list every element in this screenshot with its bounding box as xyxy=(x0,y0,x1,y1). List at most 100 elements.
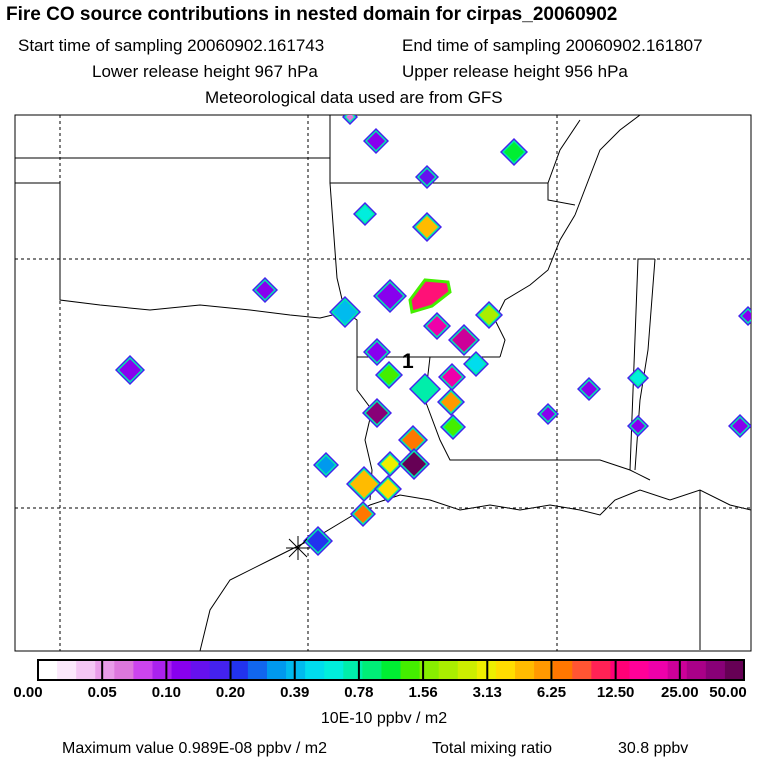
upper-release-height: Upper release height 956 hPa xyxy=(402,62,628,81)
colorbar-swatch xyxy=(515,660,535,680)
colorbar-swatch xyxy=(38,660,58,680)
colorbar-swatch xyxy=(553,660,573,680)
colorbar-swatch xyxy=(381,660,402,680)
fire-source xyxy=(631,371,645,385)
fire-source xyxy=(366,402,388,424)
fire-source xyxy=(357,206,373,222)
fire-source xyxy=(732,418,748,434)
receptor-label: 1 xyxy=(402,350,414,373)
colorbar-tick-label: 0.05 xyxy=(87,684,117,701)
fire-source xyxy=(427,316,447,336)
fire-source xyxy=(367,342,387,362)
colorbar-swatch xyxy=(724,660,745,680)
fire-sources xyxy=(115,115,751,556)
fire-source xyxy=(350,470,378,498)
colorbar-swatch xyxy=(266,660,287,680)
colorbar-swatch xyxy=(572,660,592,680)
colorbar-swatch xyxy=(705,660,726,680)
fire-source xyxy=(444,418,462,436)
colorbar-swatch xyxy=(57,660,77,680)
fire-source xyxy=(381,455,399,473)
colorbar-swatch xyxy=(667,660,688,680)
fire-source xyxy=(367,132,385,150)
colorbar-tick-label: 6.25 xyxy=(536,684,567,701)
colorbar-swatch xyxy=(324,660,344,680)
fire-plume xyxy=(408,278,452,314)
colorbar-swatch xyxy=(95,660,115,680)
fire-source xyxy=(467,355,485,373)
colorbar-tick-label: 50.00 xyxy=(709,684,747,701)
total-mixing-value: 30.8 ppbv xyxy=(618,740,689,757)
chart-title: Fire CO source contributions in nested d… xyxy=(6,4,618,25)
fire-source xyxy=(413,377,437,401)
fire-source xyxy=(402,452,426,476)
colorbar-swatch xyxy=(114,660,134,680)
fire-source xyxy=(307,530,329,552)
colorbar-tick-label: 0.10 xyxy=(151,684,181,701)
fire-source xyxy=(631,419,645,433)
colorbar-swatch xyxy=(495,660,516,680)
colorbar-units: 10E-10 ppbv / m2 xyxy=(320,710,448,727)
fire-source xyxy=(419,169,435,185)
colorbar-tick-label: 0.78 xyxy=(344,684,374,701)
colorbar-tick-label: 12.50 xyxy=(596,684,635,701)
colorbar-tick-label: 1.56 xyxy=(408,684,438,701)
colorbar-swatch xyxy=(209,660,230,680)
lower-release-height: Lower release height 967 hPa xyxy=(92,62,318,81)
colorbar-swatch xyxy=(457,660,478,680)
colorbar-frame xyxy=(37,659,745,681)
colorbar-swatch xyxy=(686,660,707,680)
colorbar-swatch xyxy=(305,660,325,680)
fire-source xyxy=(119,359,141,381)
colorbar-swatch xyxy=(76,660,96,680)
colorbar-swatch xyxy=(171,660,192,680)
colorbar-swatch xyxy=(591,660,611,680)
colorbar-swatch xyxy=(286,660,306,680)
colorbar-swatch xyxy=(190,660,211,680)
colorbar-swatch xyxy=(152,660,173,680)
colorbar-swatch xyxy=(438,660,459,680)
colorbar-tick-label: 25.00 xyxy=(661,684,699,701)
fire-source xyxy=(377,283,403,309)
fire-source xyxy=(354,505,372,523)
fire-source xyxy=(416,216,438,238)
fire-source xyxy=(504,142,524,162)
colorbar-swatch xyxy=(228,660,249,680)
fire-source xyxy=(379,365,399,385)
end-time: End time of sampling 20060902.161807 xyxy=(402,36,703,55)
maximum-value: Maximum value 0.989E-08 ppbv / m2 xyxy=(62,740,328,757)
colorbar-swatch xyxy=(247,660,268,680)
fire-source xyxy=(346,115,354,121)
fire-source xyxy=(742,310,751,322)
colorbar-swatch xyxy=(629,660,650,680)
colorbar-swatch xyxy=(534,660,554,680)
colorbar-tick-label: 0.00 xyxy=(13,684,43,701)
colorbar-swatch xyxy=(648,660,669,680)
fire-source xyxy=(378,479,398,499)
fire-source xyxy=(317,456,335,474)
colorbar-swatch xyxy=(610,660,631,680)
start-time: Start time of sampling 20060902.161743 xyxy=(18,36,325,55)
fire-source xyxy=(541,407,555,421)
map-layers xyxy=(15,115,751,651)
colorbar-swatch xyxy=(419,660,440,680)
colorbar-swatch xyxy=(362,660,382,680)
receptor-star-icon xyxy=(286,536,310,560)
fire-source xyxy=(442,367,462,387)
fire-source xyxy=(256,281,274,299)
lat-lon-grid xyxy=(15,115,751,651)
fire-source xyxy=(333,300,357,324)
colorbar-swatch xyxy=(343,660,363,680)
fire-source xyxy=(479,305,499,325)
colorbar-tick-label: 0.20 xyxy=(215,684,246,701)
fire-source xyxy=(441,392,461,412)
fire-source xyxy=(452,328,476,352)
fire-source xyxy=(402,429,424,451)
colorbar xyxy=(37,659,745,681)
colorbar-swatch xyxy=(133,660,153,680)
colorbar-swatch xyxy=(400,660,421,680)
colorbar-tick-label: 3.13 xyxy=(472,684,502,701)
colorbar-tick-label: 0.39 xyxy=(280,684,310,701)
total-mixing-label: Total mixing ratio xyxy=(432,740,553,757)
